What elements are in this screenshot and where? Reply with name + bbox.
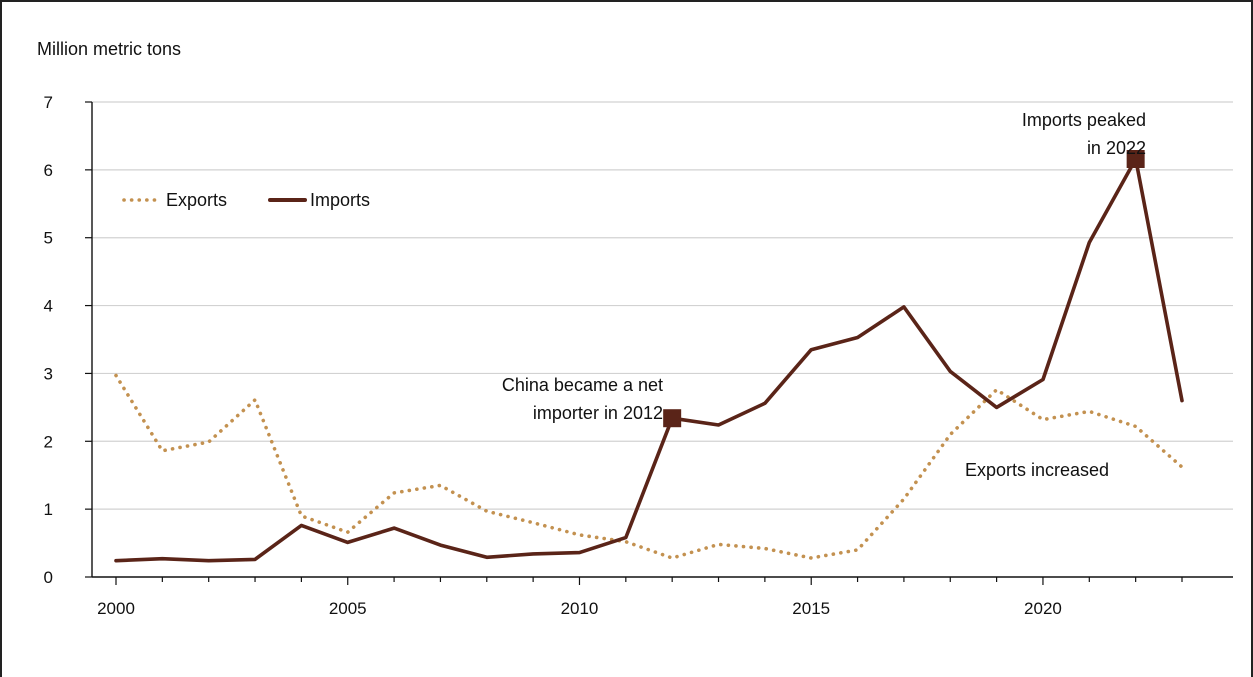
y-axis-label: Million metric tons bbox=[37, 39, 181, 59]
legend-imports-label: Imports bbox=[310, 190, 370, 210]
axes bbox=[91, 102, 1233, 578]
annotation-text-1-line-1: in 2022 bbox=[1087, 138, 1146, 158]
annotation-text-0-line-0: China became a net bbox=[502, 375, 663, 395]
y-tick-label-7: 7 bbox=[44, 93, 53, 112]
annotations: China became a net importer in 2012 Import… bbox=[502, 110, 1146, 480]
y-tick-label-0: 0 bbox=[44, 568, 53, 587]
x-axis-ticks: 2000 2005 2010 2015 2020 bbox=[97, 577, 1183, 618]
x-tick-label-2010: 2010 bbox=[561, 599, 599, 618]
y-tick-label-2: 2 bbox=[44, 432, 53, 451]
annotation-marker-2022 bbox=[1126, 150, 1145, 168]
y-tick-label-5: 5 bbox=[44, 229, 53, 248]
series-line-imports bbox=[114, 157, 1184, 563]
legend-exports-label: Exports bbox=[166, 190, 227, 210]
annotation-text-2-line-0: Exports increased bbox=[965, 460, 1109, 480]
x-tick-label-2005: 2005 bbox=[329, 599, 367, 618]
x-tick-label-2000: 2000 bbox=[97, 599, 135, 618]
x-tick-label-2015: 2015 bbox=[792, 599, 830, 618]
y-tick-label-6: 6 bbox=[44, 161, 53, 180]
y-axis-ticks: 0 1 2 3 4 5 6 7 bbox=[44, 93, 92, 587]
annotation-markers bbox=[663, 150, 1145, 428]
series-line-exports bbox=[114, 373, 1184, 560]
legend: Exports Imports bbox=[122, 190, 370, 210]
y-tick-label-4: 4 bbox=[44, 297, 53, 316]
x-tick-label-2020: 2020 bbox=[1024, 599, 1062, 618]
series-lines bbox=[114, 157, 1184, 563]
annotation-text-0-line-1: importer in 2012 bbox=[533, 403, 663, 423]
annotation-text-1-line-0: Imports peaked bbox=[1022, 110, 1146, 130]
y-tick-label-3: 3 bbox=[44, 364, 53, 383]
y-tick-label-1: 1 bbox=[44, 500, 53, 519]
annotation-marker-2012 bbox=[663, 409, 682, 428]
